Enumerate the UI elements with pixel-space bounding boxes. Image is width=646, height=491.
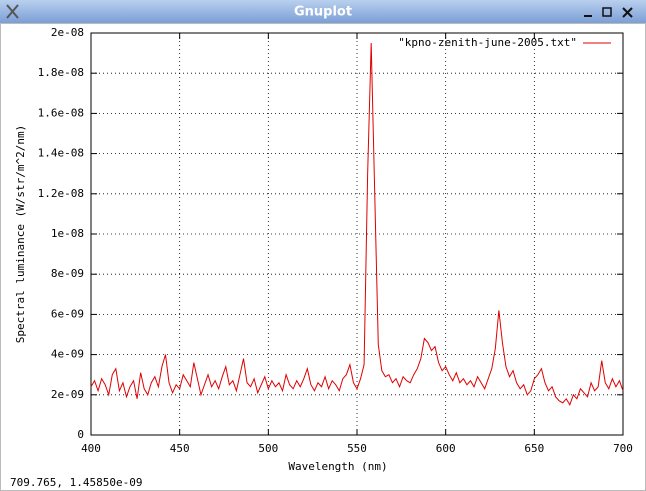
y-tick-label: 1.2e-08 — [38, 187, 84, 200]
y-tick-label: 8e-09 — [51, 267, 84, 280]
y-tick-label: 1.8e-08 — [38, 66, 84, 79]
x-axis-label: Wavelength (nm) — [288, 460, 387, 473]
legend-label: "kpno-zenith-june-2005.txt" — [398, 36, 577, 49]
title-bar — [0, 0, 646, 23]
window-title: Gnuplot — [294, 5, 352, 20]
x-tick-label: 500 — [258, 442, 278, 455]
y-axis-label: Spectral luminance (W/str/m^2/nm) — [14, 125, 27, 344]
data-line — [90, 43, 624, 407]
x-tick-label: 450 — [170, 442, 190, 455]
x-tick-label: 700 — [613, 442, 633, 455]
y-tick-label: 1.4e-08 — [38, 147, 84, 160]
y-tick-label: 6e-09 — [51, 307, 84, 320]
y-tick-label: 2e-09 — [51, 388, 84, 401]
x-tick-label: 650 — [524, 442, 544, 455]
close-button[interactable] — [622, 7, 633, 18]
x-tick-label: 400 — [81, 442, 101, 455]
y-tick-label: 1.6e-08 — [38, 106, 84, 119]
y-tick-label: 1e-08 — [51, 227, 84, 240]
maximize-button[interactable] — [602, 7, 612, 17]
y-tick-label: 2e-08 — [51, 26, 84, 39]
status-bar: 709.765, 1.45850e-09 — [10, 476, 142, 489]
app-icon — [6, 4, 19, 19]
plot-border — [90, 32, 624, 436]
x-tick-label: 550 — [347, 442, 367, 455]
y-tick-label: 4e-09 — [51, 348, 84, 361]
x-tick-label: 600 — [436, 442, 456, 455]
y-tick-label: 0 — [77, 428, 84, 441]
window-frame — [0, 23, 646, 491]
